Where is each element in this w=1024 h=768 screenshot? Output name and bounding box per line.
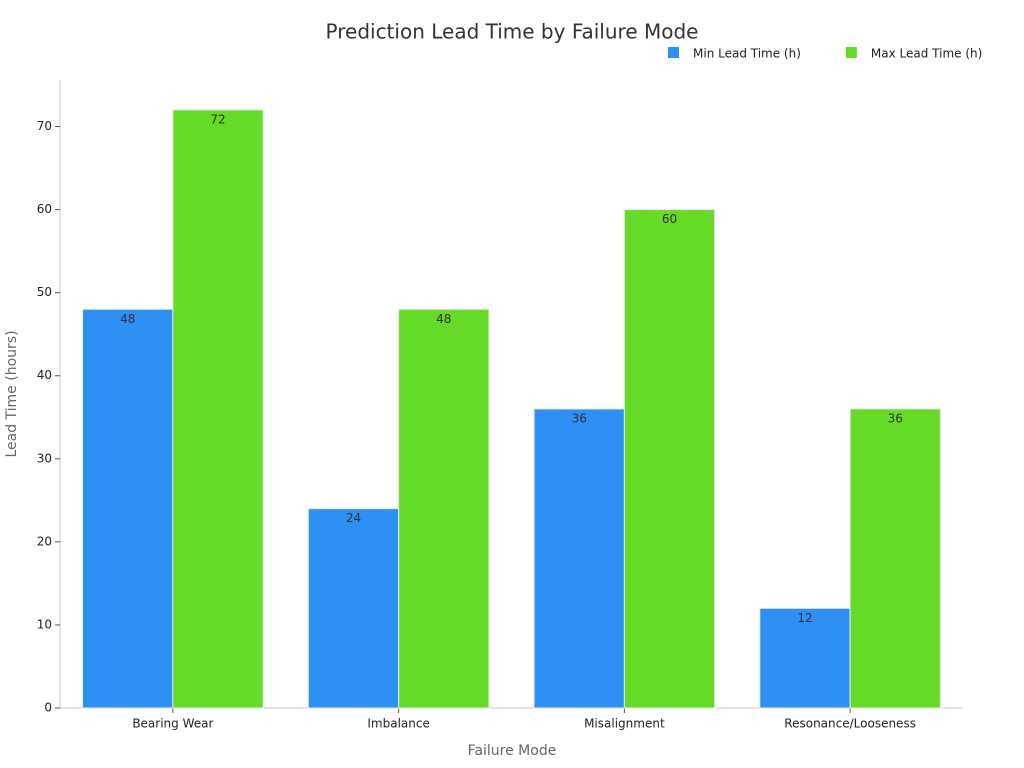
data-label: 36 xyxy=(888,411,903,425)
data-label: 36 xyxy=(572,411,587,425)
bar xyxy=(172,109,264,709)
data-label: 60 xyxy=(662,212,677,226)
y-tick-label: 50 xyxy=(37,285,52,299)
y-tick-label: 0 xyxy=(44,701,52,715)
data-label: 12 xyxy=(797,611,812,625)
bar xyxy=(533,408,625,709)
legend-label: Max Lead Time (h) xyxy=(871,47,982,61)
data-label: 48 xyxy=(120,312,135,326)
x-tick-label: Misalignment xyxy=(584,717,665,731)
y-tick-label: 40 xyxy=(37,368,52,382)
data-label: 72 xyxy=(210,112,225,126)
y-tick-label: 30 xyxy=(37,451,52,465)
y-tick-label: 10 xyxy=(37,617,52,631)
bar xyxy=(307,508,400,709)
legend-label: Min Lead Time (h) xyxy=(693,47,801,61)
bar xyxy=(398,308,490,709)
data-label: 24 xyxy=(346,511,361,525)
chart-title: Prediction Lead Time by Failure Mode xyxy=(326,20,699,44)
x-tick-label: Resonance/Looseness xyxy=(784,717,916,731)
y-tick-label: 70 xyxy=(37,119,52,133)
x-tick-label: Bearing Wear xyxy=(132,717,213,731)
bar xyxy=(623,209,716,709)
data-label: 48 xyxy=(436,312,451,326)
x-tick-label: Imbalance xyxy=(367,717,429,731)
y-axis-title: Lead Time (hours) xyxy=(4,330,20,457)
x-axis-title: Failure Mode xyxy=(468,743,557,759)
y-tick-label: 20 xyxy=(37,534,52,548)
bar xyxy=(849,408,941,709)
y-tick-label: 60 xyxy=(37,202,52,216)
legend-swatch xyxy=(668,47,679,58)
legend-swatch xyxy=(845,47,857,58)
bar xyxy=(82,308,174,709)
